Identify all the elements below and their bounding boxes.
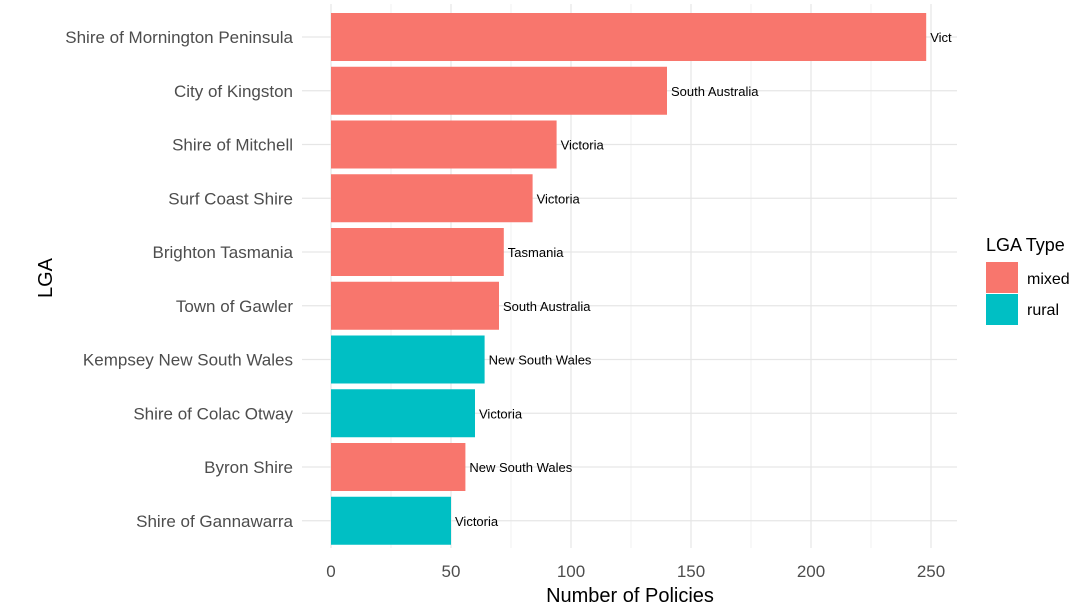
y-tick-label: Surf Coast Shire — [168, 189, 293, 208]
bar-shire-of-gannawarra — [331, 496, 451, 545]
y-axis-title: LGA — [35, 257, 57, 298]
x-axis-tick-labels: 0 50 100 150 200 250 — [326, 562, 945, 581]
bar-surf-coast-shire — [331, 174, 533, 223]
bar-labels: Vict South Australia Victoria Victoria Tasma… — [455, 30, 952, 529]
x-tick-label: 250 — [917, 562, 945, 581]
bar-kempsey-new-south-wales — [331, 335, 485, 384]
bar-label: Victoria — [455, 514, 499, 529]
legend: LGA Type mixed rural — [986, 235, 1070, 325]
legend-label-mixed: mixed — [1027, 271, 1070, 288]
x-tick-label: 200 — [797, 562, 825, 581]
y-tick-label: Shire of Gannawarra — [136, 512, 293, 531]
y-tick-label: Shire of Mornington Peninsula — [65, 28, 293, 47]
x-tick-label: 50 — [442, 562, 461, 581]
x-tick-label: 0 — [326, 562, 335, 581]
y-tick-label: City of Kingston — [174, 82, 293, 101]
bar-label: Tasmania — [508, 245, 564, 260]
bar-shire-of-colac-otway — [331, 389, 475, 438]
x-tick-label: 150 — [677, 562, 705, 581]
y-tick-label: Brighton Tasmania — [153, 243, 294, 262]
x-tick-label: 100 — [557, 562, 585, 581]
x-axis-title: Number of Policies — [546, 585, 714, 607]
bar-brighton-tasmania — [331, 228, 504, 276]
bars — [331, 13, 927, 545]
bar-label: South Australia — [671, 84, 759, 99]
bar-byron-shire — [331, 443, 466, 491]
legend-swatch-rural — [986, 294, 1018, 325]
legend-label-rural: rural — [1027, 302, 1059, 319]
bar-label: Vict — [930, 30, 952, 45]
bar-shire-of-mornington-peninsula — [331, 13, 927, 61]
y-axis-tick-labels: Shire of Mornington Peninsula City of Kin… — [65, 28, 293, 531]
bar-label: Victoria — [537, 191, 581, 206]
bar-label: Victoria — [561, 138, 605, 153]
bar-town-of-gawler — [331, 281, 499, 330]
bar-label: New South Wales — [489, 353, 592, 368]
legend-title: LGA Type — [986, 235, 1065, 255]
bar-city-of-kingston — [331, 66, 667, 115]
y-tick-label: Kempsey New South Wales — [83, 351, 293, 370]
y-tick-label: Town of Gawler — [176, 297, 293, 316]
y-tick-label: Byron Shire — [204, 458, 293, 477]
bar-label: New South Wales — [469, 460, 572, 475]
bar-label: Victoria — [479, 406, 523, 421]
bar-shire-of-mitchell — [331, 120, 557, 169]
y-tick-label: Shire of Mitchell — [172, 136, 293, 155]
y-tick-label: Shire of Colac Otway — [133, 404, 293, 423]
legend-swatch-mixed — [986, 262, 1018, 293]
bar-label: South Australia — [503, 299, 591, 314]
